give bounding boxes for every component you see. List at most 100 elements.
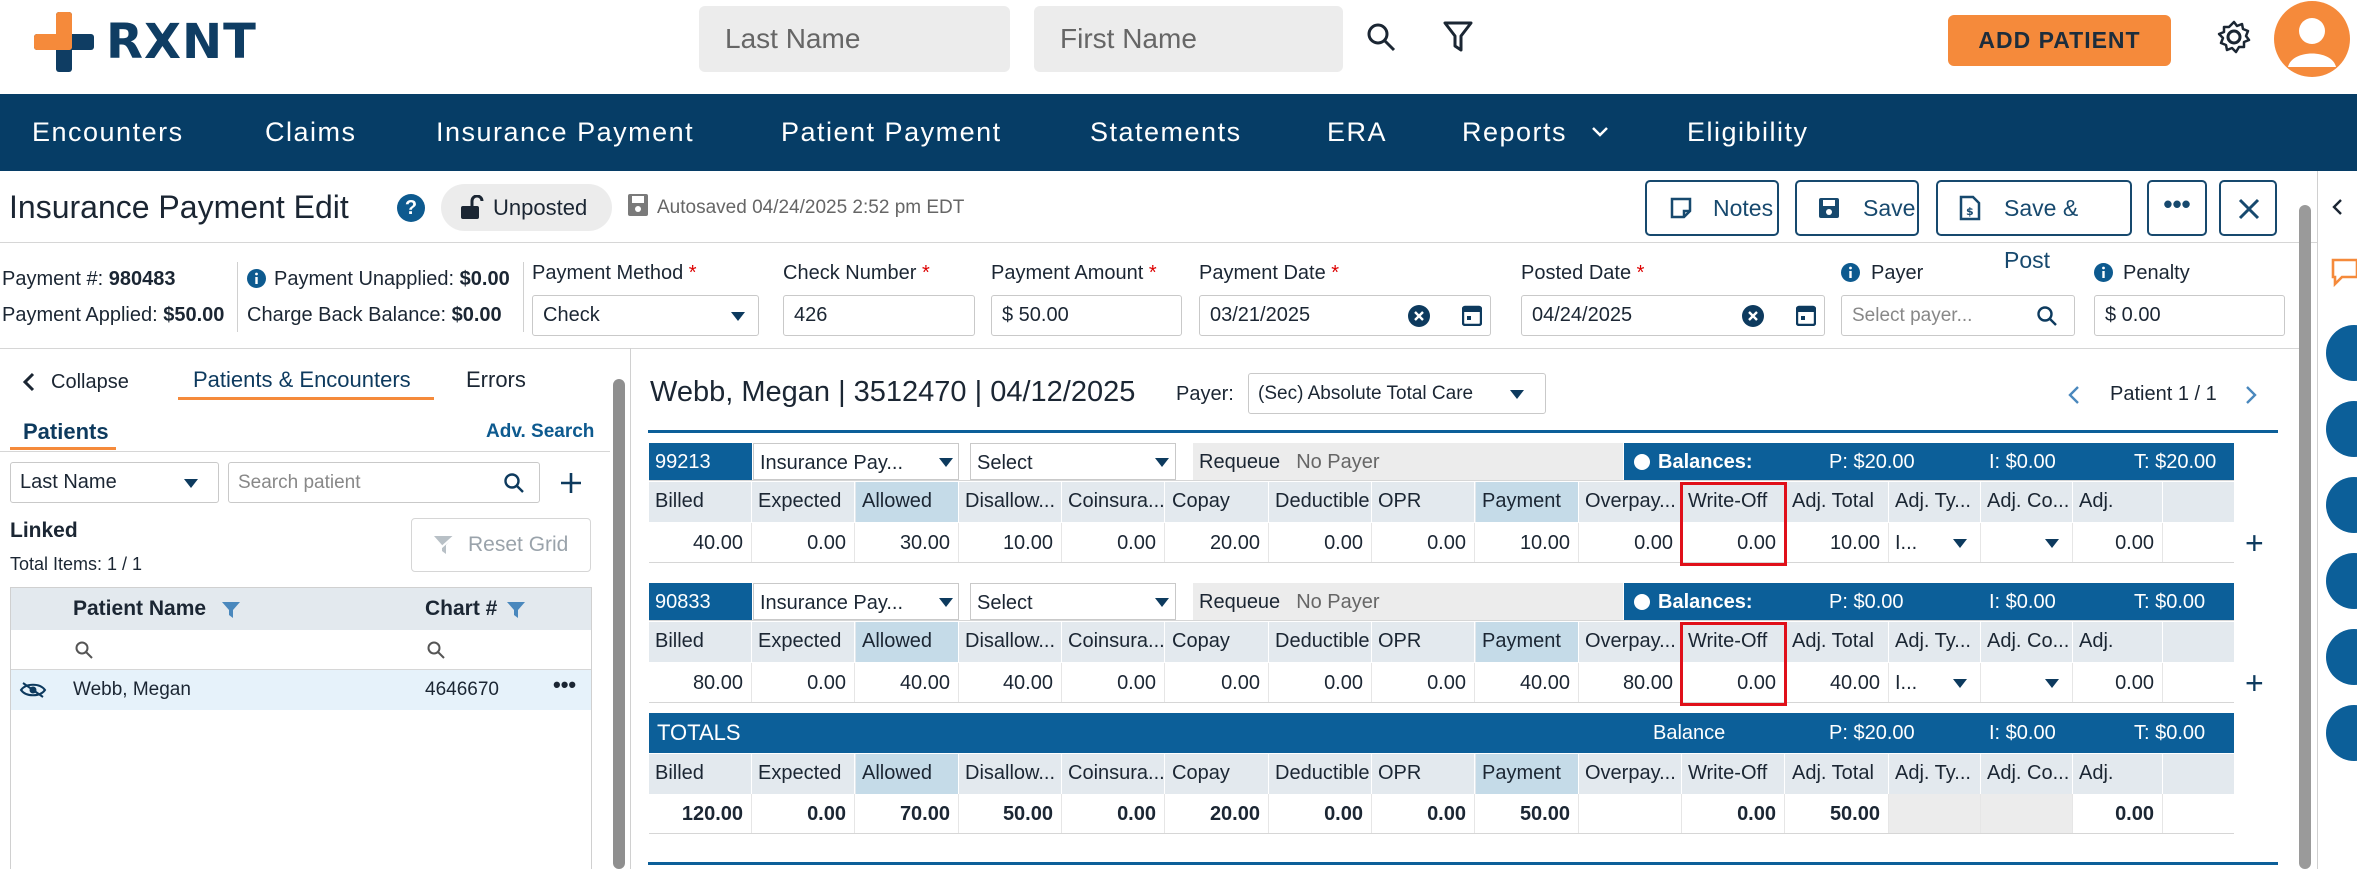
add-icon[interactable]	[559, 471, 583, 495]
cell-write-off[interactable]: 0.00	[1682, 663, 1785, 702]
cell-opr[interactable]: 0.00	[1372, 663, 1475, 702]
sidebar-avatar[interactable]	[2326, 477, 2357, 533]
sidebar-avatar[interactable]	[2326, 401, 2357, 457]
requeue-field[interactable]: Requeue No Payer	[1193, 443, 1623, 480]
search-patient-input[interactable]: Search patient	[228, 462, 540, 503]
collapse-button[interactable]: Collapse	[51, 371, 129, 393]
reports-chevron-down-icon[interactable]	[1591, 125, 1609, 139]
posted-date-input[interactable]: 04/24/2025	[1521, 295, 1825, 336]
filter-icon[interactable]	[1442, 20, 1474, 54]
search-field-select[interactable]: Last Name	[10, 462, 219, 503]
cell-deductible[interactable]: 0.00	[1269, 663, 1372, 702]
status-select[interactable]: Select	[970, 443, 1176, 480]
filter-search-icon[interactable]	[426, 640, 446, 660]
column-patient-name[interactable]: Patient Name	[73, 597, 207, 620]
filter-search-icon[interactable]	[74, 640, 94, 660]
nav-encounters[interactable]: Encounters	[32, 117, 184, 147]
left-scrollbar[interactable]	[613, 379, 625, 869]
payment-date-input[interactable]: 03/21/2025	[1199, 295, 1491, 336]
column-chart-number[interactable]: Chart #	[425, 597, 498, 620]
payment-type-select[interactable]: Insurance Pay...	[753, 583, 959, 620]
expand-chevron-icon[interactable]	[2331, 198, 2343, 216]
check-number-input[interactable]: 426	[783, 295, 975, 336]
tab-errors[interactable]: Errors	[466, 367, 526, 392]
cell-opr[interactable]: 0.00	[1372, 523, 1475, 562]
nav-eligibility[interactable]: Eligibility	[1687, 117, 1809, 147]
cell-adj-type[interactable]: I...	[1889, 663, 1981, 702]
nav-reports[interactable]: Reports	[1462, 117, 1568, 147]
nav-era[interactable]: ERA	[1327, 117, 1388, 147]
last-name-search-input[interactable]: Last Name	[699, 6, 1010, 72]
cell-expected[interactable]: 0.00	[752, 663, 855, 702]
subtab-patients[interactable]: Patients	[23, 419, 109, 444]
next-patient-icon[interactable]	[2244, 385, 2258, 405]
reset-grid-button[interactable]: Reset Grid	[411, 518, 591, 572]
cell-adj[interactable]: 0.00	[2073, 663, 2163, 702]
sidebar-avatar[interactable]	[2326, 325, 2357, 381]
cell-coinsurance[interactable]: 0.00	[1062, 663, 1165, 702]
table-row[interactable]: Webb, Megan 4646670 •••	[11, 669, 591, 710]
more-options-button[interactable]: •••	[2147, 180, 2207, 236]
row-more-button[interactable]: •••	[553, 672, 577, 697]
user-avatar[interactable]	[2274, 1, 2351, 78]
cell-deductible[interactable]: 0.00	[1269, 523, 1372, 562]
nav-claims[interactable]: Claims	[265, 117, 357, 147]
penalty-info-icon[interactable]	[2094, 263, 2113, 282]
chart-filter-icon[interactable]	[506, 601, 526, 619]
tab-patients-encounters[interactable]: Patients & Encounters	[193, 367, 411, 392]
add-adjustment-button[interactable]: +	[2245, 525, 2264, 561]
cell-disallowed[interactable]: 10.00	[959, 523, 1062, 562]
save-button[interactable]: Save	[1795, 180, 1919, 236]
payer-info-icon[interactable]	[1841, 263, 1860, 282]
cell-adj-code[interactable]	[1981, 663, 2073, 702]
cell-adj-code[interactable]	[1981, 523, 2073, 562]
cell-disallowed[interactable]: 40.00	[959, 663, 1062, 702]
cell-write-off[interactable]: 0.00	[1682, 523, 1785, 562]
close-button[interactable]	[2219, 180, 2277, 236]
search-icon[interactable]	[503, 472, 525, 494]
cell-coinsurance[interactable]: 0.00	[1062, 523, 1165, 562]
prev-patient-icon[interactable]	[2067, 385, 2081, 405]
cell-copay[interactable]: 0.00	[1166, 663, 1269, 702]
balances-info-icon[interactable]	[1634, 594, 1650, 610]
patient-name-filter-icon[interactable]	[221, 601, 241, 619]
clear-icon[interactable]	[1742, 305, 1764, 327]
sidebar-avatar[interactable]	[2326, 705, 2357, 761]
payer-select[interactable]: Select payer...	[1841, 295, 2075, 336]
requeue-field[interactable]: Requeue No Payer	[1193, 583, 1623, 620]
right-scrollbar[interactable]	[2299, 205, 2311, 869]
payment-amount-input[interactable]: $ 50.00	[991, 295, 1182, 336]
nav-statements[interactable]: Statements	[1090, 117, 1242, 147]
unlink-icon[interactable]	[19, 681, 47, 699]
status-select[interactable]: Select	[970, 583, 1176, 620]
add-patient-button[interactable]: ADD PATIENT	[1948, 15, 2171, 66]
cell-allowed[interactable]: 30.00	[856, 523, 959, 562]
clear-icon[interactable]	[1408, 305, 1430, 327]
cell-payment[interactable]: 40.00	[1476, 663, 1579, 702]
chevron-left-icon[interactable]	[22, 372, 36, 392]
cell-expected[interactable]: 0.00	[752, 523, 855, 562]
sidebar-avatar[interactable]	[2326, 629, 2357, 685]
nav-patient-payment[interactable]: Patient Payment	[781, 117, 1002, 147]
info-icon[interactable]	[247, 269, 266, 288]
nav-insurance-payment[interactable]: Insurance Payment	[436, 117, 695, 147]
cell-adj-total[interactable]: 10.00	[1786, 523, 1889, 562]
cell-adj-total[interactable]: 40.00	[1786, 663, 1889, 702]
settings-gear-icon[interactable]	[2216, 19, 2252, 55]
notes-button[interactable]: Notes	[1645, 180, 1779, 236]
rxnt-logo[interactable]: RXNT	[34, 12, 257, 72]
cell-allowed[interactable]: 40.00	[856, 663, 959, 702]
payment-method-select[interactable]: Check	[532, 295, 759, 336]
search-icon[interactable]	[1365, 21, 1397, 53]
cell-adj-type[interactable]: I...	[1889, 523, 1981, 562]
add-adjustment-button[interactable]: +	[2245, 665, 2264, 701]
cell-copay[interactable]: 20.00	[1166, 523, 1269, 562]
calendar-icon[interactable]	[1462, 304, 1482, 326]
penalty-input[interactable]: $ 0.00	[2094, 295, 2285, 336]
first-name-search-input[interactable]: First Name	[1034, 6, 1343, 72]
encounter-payer-select[interactable]: (Sec) Absolute Total Care	[1248, 373, 1546, 414]
balances-info-icon[interactable]	[1634, 454, 1650, 470]
chat-icon[interactable]	[2330, 257, 2357, 287]
calendar-icon[interactable]	[1796, 304, 1816, 326]
payment-type-select[interactable]: Insurance Pay...	[753, 443, 959, 480]
